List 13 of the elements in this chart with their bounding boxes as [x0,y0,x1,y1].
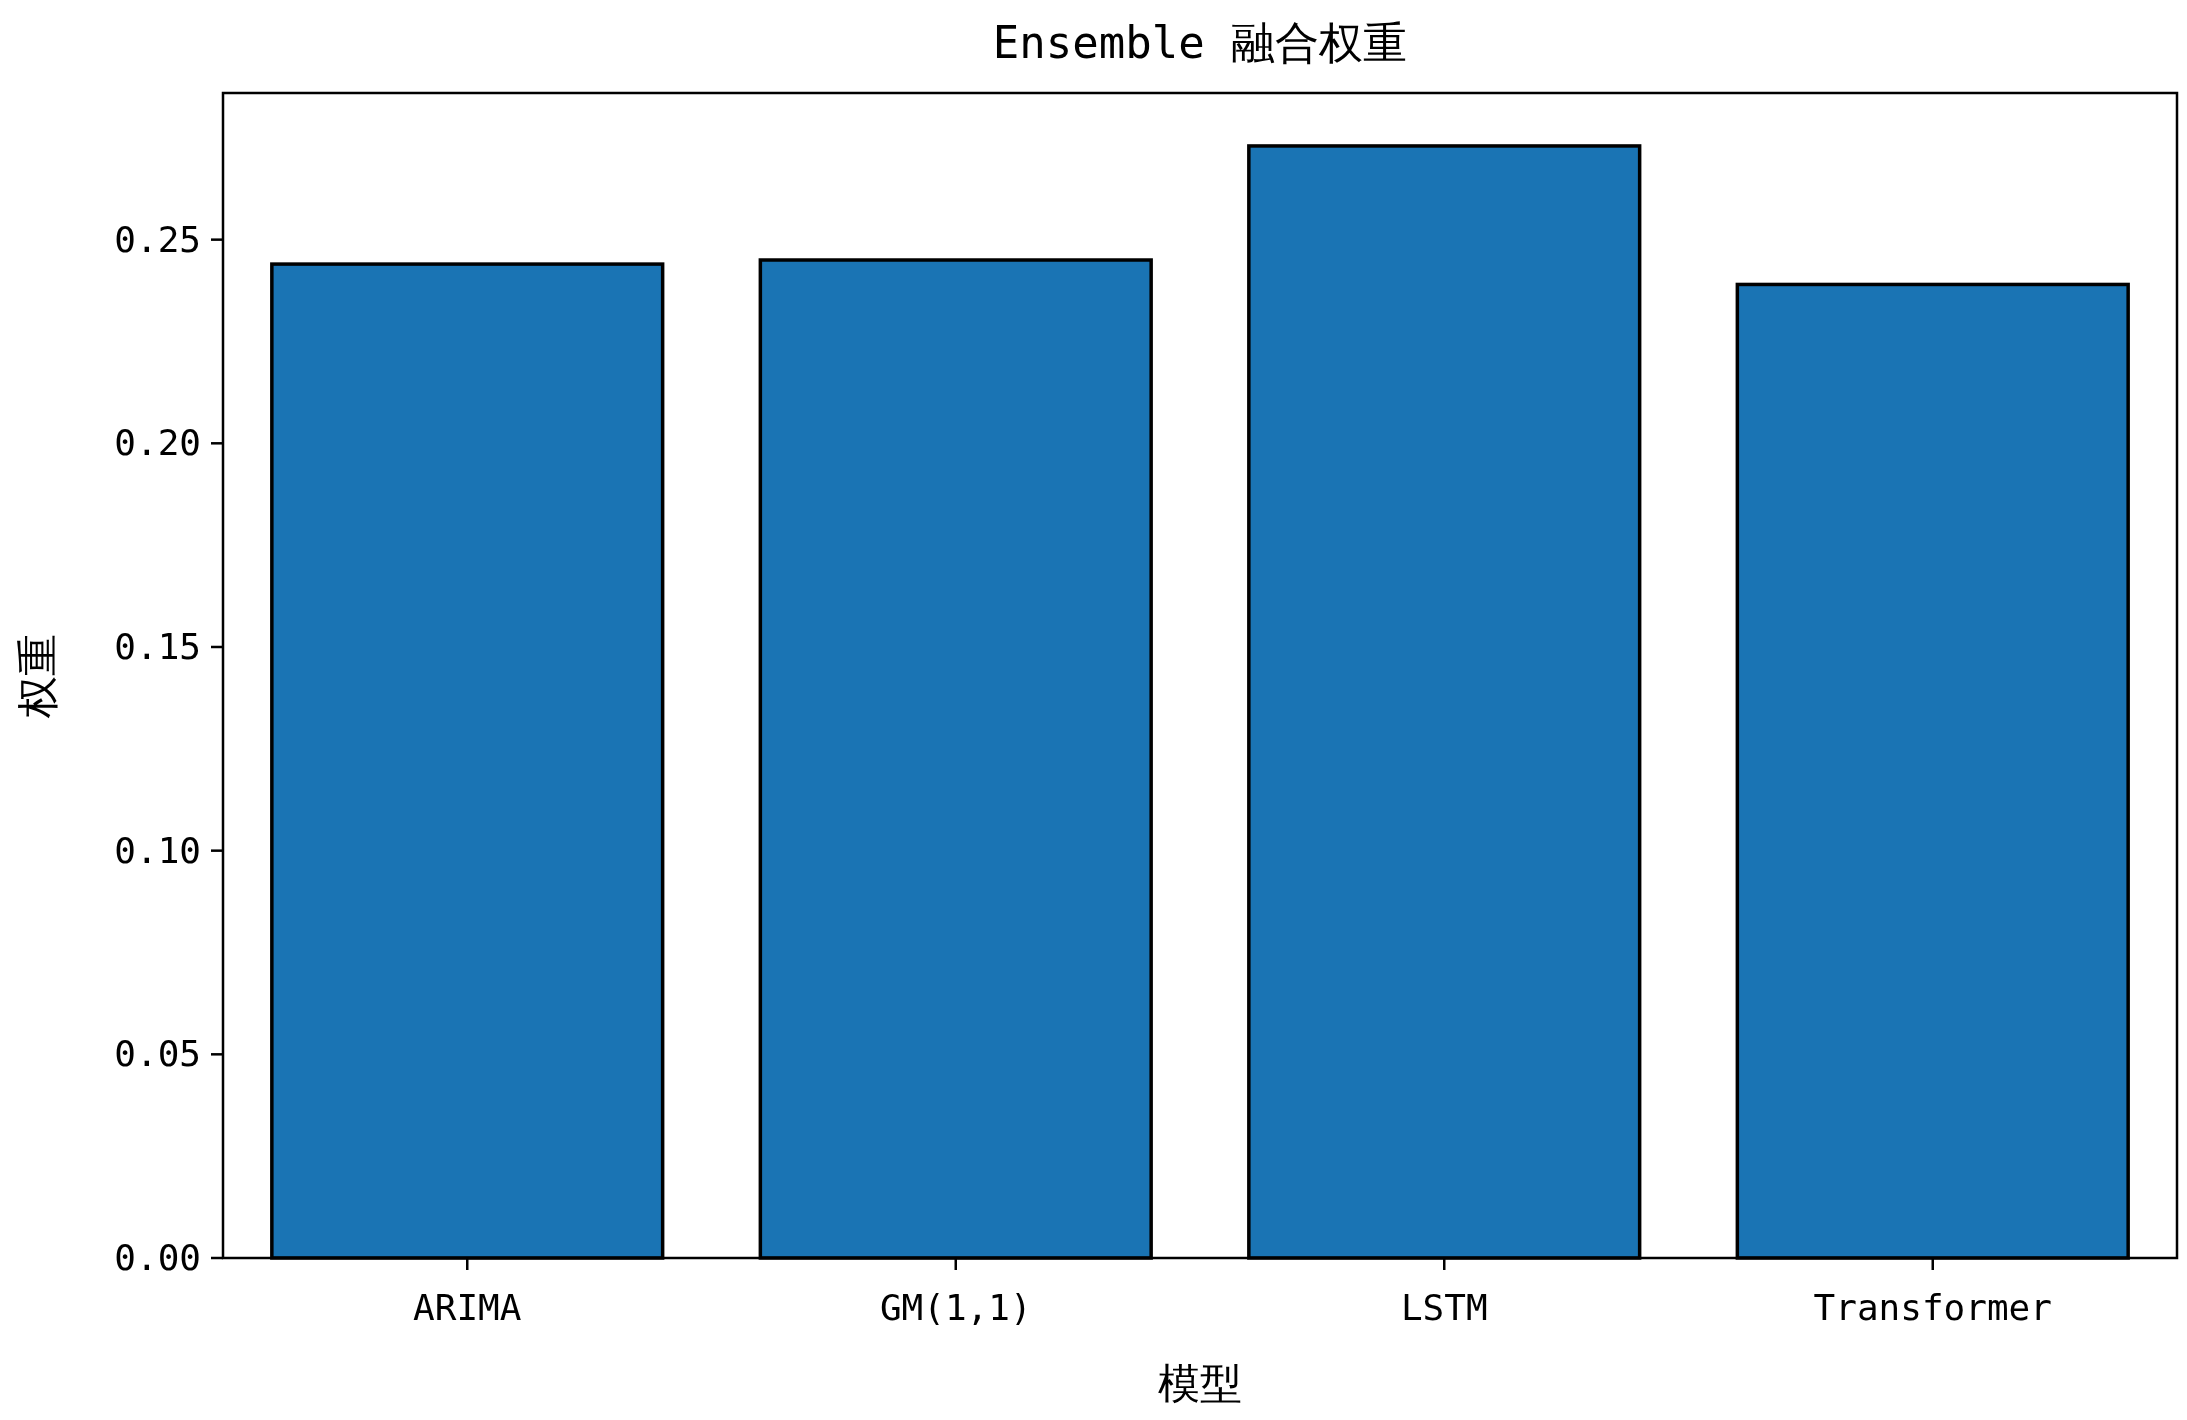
x-tick-label: Transformer [1813,1287,2052,1328]
y-tick-label: 0.00 [114,1237,201,1278]
y-tick-label: 0.05 [114,1033,201,1075]
y-axis-title: 权重 [13,633,62,719]
x-tick-label: GM(1,1) [879,1287,1032,1328]
y-tick-label: 0.15 [114,625,201,667]
x-axis-title: 模型 [1158,1359,1242,1408]
y-tick-label: 0.10 [114,829,201,871]
x-tick-label: LSTM [1400,1287,1488,1328]
chart-title: Ensemble 融合权重 [992,17,1408,68]
x-tick-label: ARIMA [413,1287,522,1328]
y-tick-label: 0.20 [114,422,201,464]
y-tick-label: 0.25 [114,218,201,260]
